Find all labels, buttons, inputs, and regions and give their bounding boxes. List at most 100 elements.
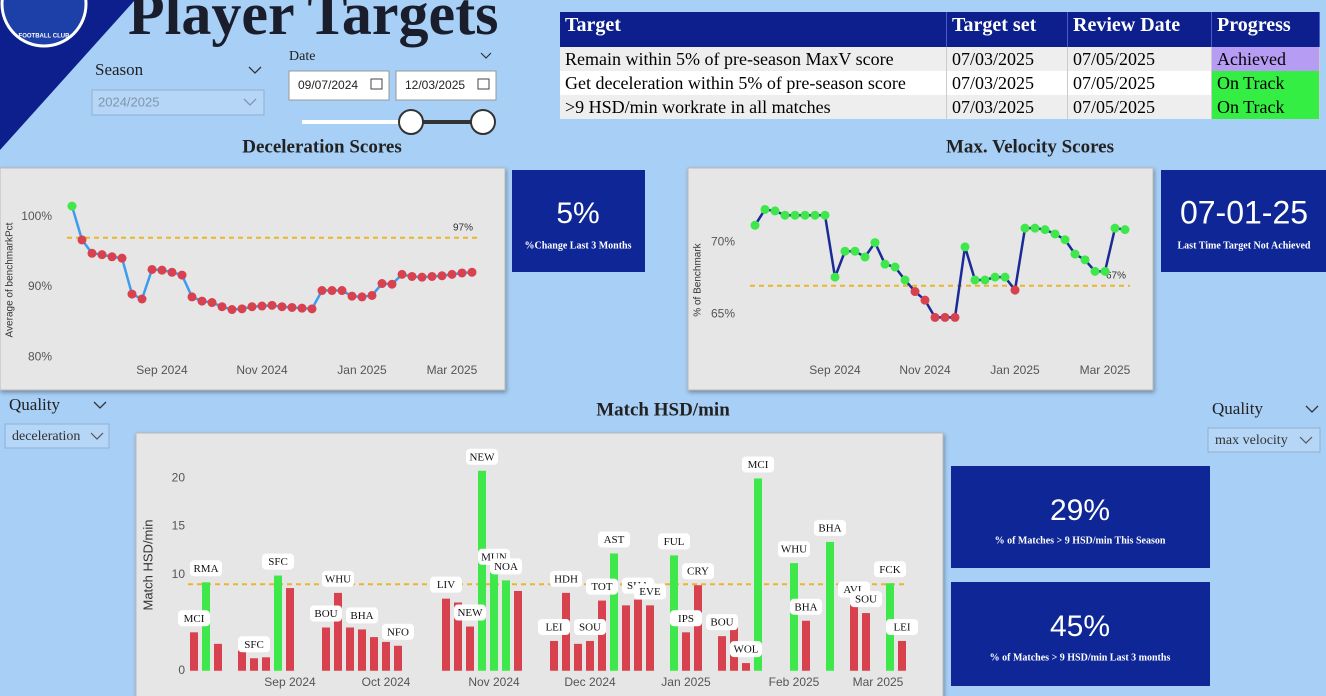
opponent-label: RMA bbox=[193, 563, 218, 575]
table-row: Remain within 5% of pre-season MaxV scor… bbox=[560, 47, 1320, 71]
page-title: Player Targets bbox=[128, 0, 499, 47]
bar bbox=[682, 632, 690, 671]
point bbox=[457, 268, 467, 278]
point bbox=[930, 312, 940, 322]
bar bbox=[466, 626, 474, 671]
progress-cell: On Track bbox=[1211, 71, 1320, 95]
point bbox=[760, 204, 770, 214]
point bbox=[940, 312, 950, 322]
slider-handle[interactable] bbox=[470, 109, 496, 135]
point bbox=[447, 269, 457, 279]
opponent-label: FCK bbox=[879, 564, 900, 576]
opponent-label: CRY bbox=[687, 566, 709, 578]
kpi-value: 07-01-25 bbox=[1180, 194, 1308, 230]
opponent-tag bbox=[706, 614, 738, 631]
table-cell: 07/05/2025 bbox=[1067, 95, 1212, 119]
opponent-tag bbox=[466, 448, 498, 465]
quality-label: Quality bbox=[1212, 399, 1263, 418]
opponent-label: BOU bbox=[314, 608, 337, 620]
point bbox=[347, 291, 357, 301]
opponent-tag bbox=[322, 570, 354, 587]
point bbox=[810, 210, 820, 220]
opponent-label: HDH bbox=[554, 573, 578, 585]
header-cell: Progress bbox=[1211, 12, 1320, 47]
point bbox=[387, 279, 397, 289]
bar bbox=[370, 637, 378, 671]
opponent-label: BHA bbox=[818, 522, 841, 534]
point bbox=[357, 292, 367, 302]
opponent-tag bbox=[238, 636, 270, 653]
chart-title: Match HSD/min bbox=[596, 399, 730, 420]
opponent-label: TOT bbox=[591, 581, 612, 593]
x-tick-label: Sep 2024 bbox=[264, 675, 316, 689]
opponent-tag bbox=[850, 591, 882, 608]
kpi-caption: % of Matches > 9 HSD/min Last 3 months bbox=[990, 652, 1171, 663]
header-cell: Target bbox=[560, 12, 947, 47]
point bbox=[397, 269, 407, 279]
bar bbox=[742, 663, 750, 671]
bar bbox=[286, 588, 294, 671]
slider-handle[interactable] bbox=[398, 109, 424, 135]
header-cell: Target set bbox=[946, 12, 1068, 47]
opponent-tag bbox=[742, 456, 774, 473]
point bbox=[177, 270, 187, 280]
bar bbox=[802, 620, 810, 671]
point bbox=[197, 296, 207, 306]
x-tick-label: Dec 2024 bbox=[564, 675, 616, 689]
point bbox=[377, 279, 387, 289]
opponent-label: NFO bbox=[387, 626, 409, 638]
quality-label: Quality bbox=[9, 395, 60, 414]
opponent-label: WOL bbox=[733, 644, 758, 656]
point bbox=[417, 272, 427, 282]
chevron bbox=[480, 52, 492, 59]
logo-text: FOOTBALL CLUB bbox=[19, 34, 71, 40]
bar bbox=[850, 603, 858, 671]
opponent-tag bbox=[490, 558, 522, 575]
bar bbox=[190, 632, 198, 671]
point bbox=[950, 312, 960, 322]
x-tick-label: Nov 2024 bbox=[468, 675, 520, 689]
season-dropdown[interactable] bbox=[91, 89, 265, 116]
point bbox=[137, 294, 147, 304]
quality-dropdown[interactable] bbox=[1207, 427, 1321, 453]
opponent-tag bbox=[538, 618, 570, 635]
point bbox=[910, 287, 920, 297]
kpi-value: 45% bbox=[1050, 610, 1110, 643]
opponent-label: FUL bbox=[664, 536, 685, 548]
date-end-box[interactable] bbox=[395, 70, 497, 101]
opponent-tag bbox=[262, 553, 294, 570]
opponent-tag bbox=[730, 641, 762, 658]
opponent-label: NEW bbox=[469, 451, 495, 463]
y-tick-label: 0 bbox=[178, 663, 185, 677]
y-axis-label: Match HSD/min bbox=[140, 519, 155, 610]
point bbox=[227, 305, 237, 315]
opponent-tag bbox=[634, 583, 666, 600]
opponent-tag bbox=[886, 618, 918, 635]
date-start-box[interactable] bbox=[288, 70, 390, 101]
point bbox=[317, 286, 327, 296]
point bbox=[870, 238, 880, 248]
target-label: 67% bbox=[1106, 270, 1126, 281]
point bbox=[437, 271, 447, 281]
opponent-label: LEI bbox=[893, 621, 910, 633]
point bbox=[117, 253, 127, 263]
table-cell: Get deceleration within 5% of pre-season… bbox=[560, 71, 947, 95]
point bbox=[890, 262, 900, 272]
point bbox=[1050, 229, 1060, 239]
point bbox=[900, 275, 910, 285]
bar bbox=[382, 641, 390, 671]
x-tick-label: Jan 2025 bbox=[661, 675, 711, 689]
opponent-tag bbox=[454, 604, 486, 621]
kpi-card bbox=[512, 170, 645, 272]
bar bbox=[634, 599, 642, 671]
kpi-caption: Last Time Target Not Achieved bbox=[1178, 240, 1311, 251]
bar bbox=[274, 575, 282, 671]
bar bbox=[394, 645, 402, 671]
bar bbox=[622, 605, 630, 671]
point bbox=[840, 246, 850, 256]
opponent-tag bbox=[658, 533, 690, 550]
opponent-tag bbox=[790, 598, 822, 615]
bar bbox=[694, 585, 702, 671]
opponent-tag bbox=[778, 541, 810, 558]
quality-dropdown[interactable] bbox=[4, 423, 110, 449]
